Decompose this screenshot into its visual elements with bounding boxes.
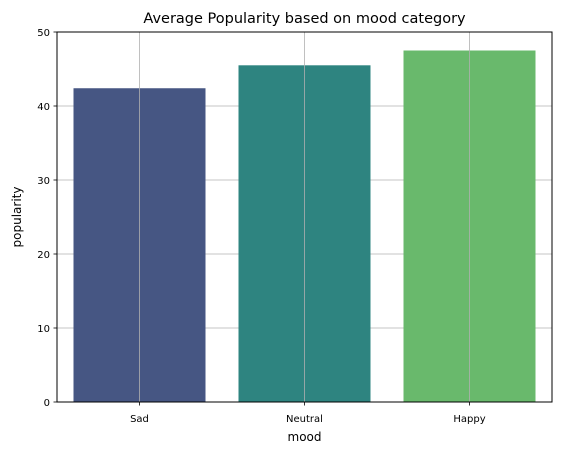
x-tick-label: Happy: [453, 414, 485, 425]
vertical-grid-lines: [139, 32, 470, 402]
x-axis-label: mood: [288, 430, 322, 444]
y-axis-ticks: 0 10 20 30 40 50: [37, 28, 57, 409]
y-tick-label: 40: [37, 102, 50, 113]
y-tick-label: 30: [37, 176, 50, 187]
y-axis-label: popularity: [10, 187, 24, 248]
y-tick-label: 10: [37, 324, 50, 335]
chart-title: Average Popularity based on mood categor…: [143, 11, 466, 27]
x-tick-label: Sad: [130, 414, 149, 425]
x-axis-ticks: Sad Neutral Happy: [130, 402, 486, 425]
y-tick-label: 0: [44, 398, 50, 409]
x-tick-label: Neutral: [286, 414, 323, 425]
y-tick-label: 50: [37, 28, 50, 39]
y-tick-label: 20: [37, 250, 50, 261]
